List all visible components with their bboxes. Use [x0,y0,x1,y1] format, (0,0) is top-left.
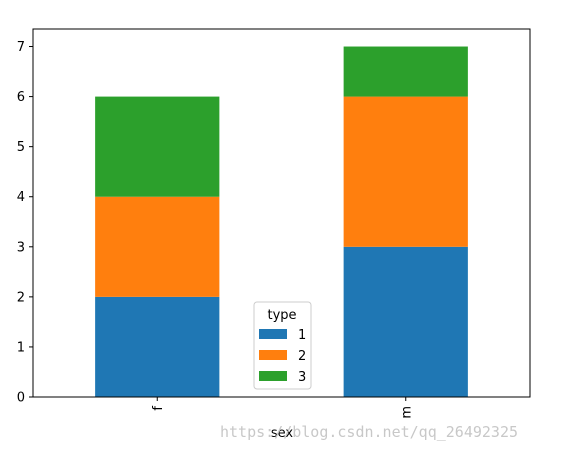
legend-swatch-type-3 [259,371,287,381]
legend-label-type-3: 3 [298,370,306,385]
x-tick-label-f: f [151,406,166,411]
y-axis: 0 1 2 3 4 5 6 7 [17,40,33,406]
bar-m-type-3 [343,46,468,97]
legend-label-type-2: 2 [298,349,306,364]
y-tick-label: 0 [17,391,25,406]
legend-items: 1 2 3 [259,328,306,385]
bars-group [95,46,468,397]
y-tick-label: 6 [17,90,25,105]
y-tick-label: 2 [17,290,25,305]
legend-label-type-1: 1 [298,328,306,343]
bar-m-type-2 [343,96,468,247]
legend: type 1 2 3 [253,301,312,390]
bar-f-type-1 [95,296,220,397]
watermark-text: https://blog.csdn.net/qq_26492325 [220,423,518,441]
y-tick-label: 7 [17,40,25,55]
legend-box [253,301,312,390]
plot-frame [32,28,531,398]
bar-f-type-3 [95,96,220,197]
x-axis-label: sex [271,426,294,441]
y-tick-label: 1 [17,340,25,355]
legend-swatch-type-2 [259,350,287,360]
y-tick-label: 4 [17,190,25,205]
y-tick-label: 5 [17,140,25,155]
bar-f-type-2 [95,196,220,297]
x-tick-label-m: m [399,406,414,419]
y-tick-label: 3 [17,240,25,255]
legend-title: type [267,308,296,323]
legend-swatch-type-1 [259,329,287,339]
bar-m-type-1 [343,246,468,397]
